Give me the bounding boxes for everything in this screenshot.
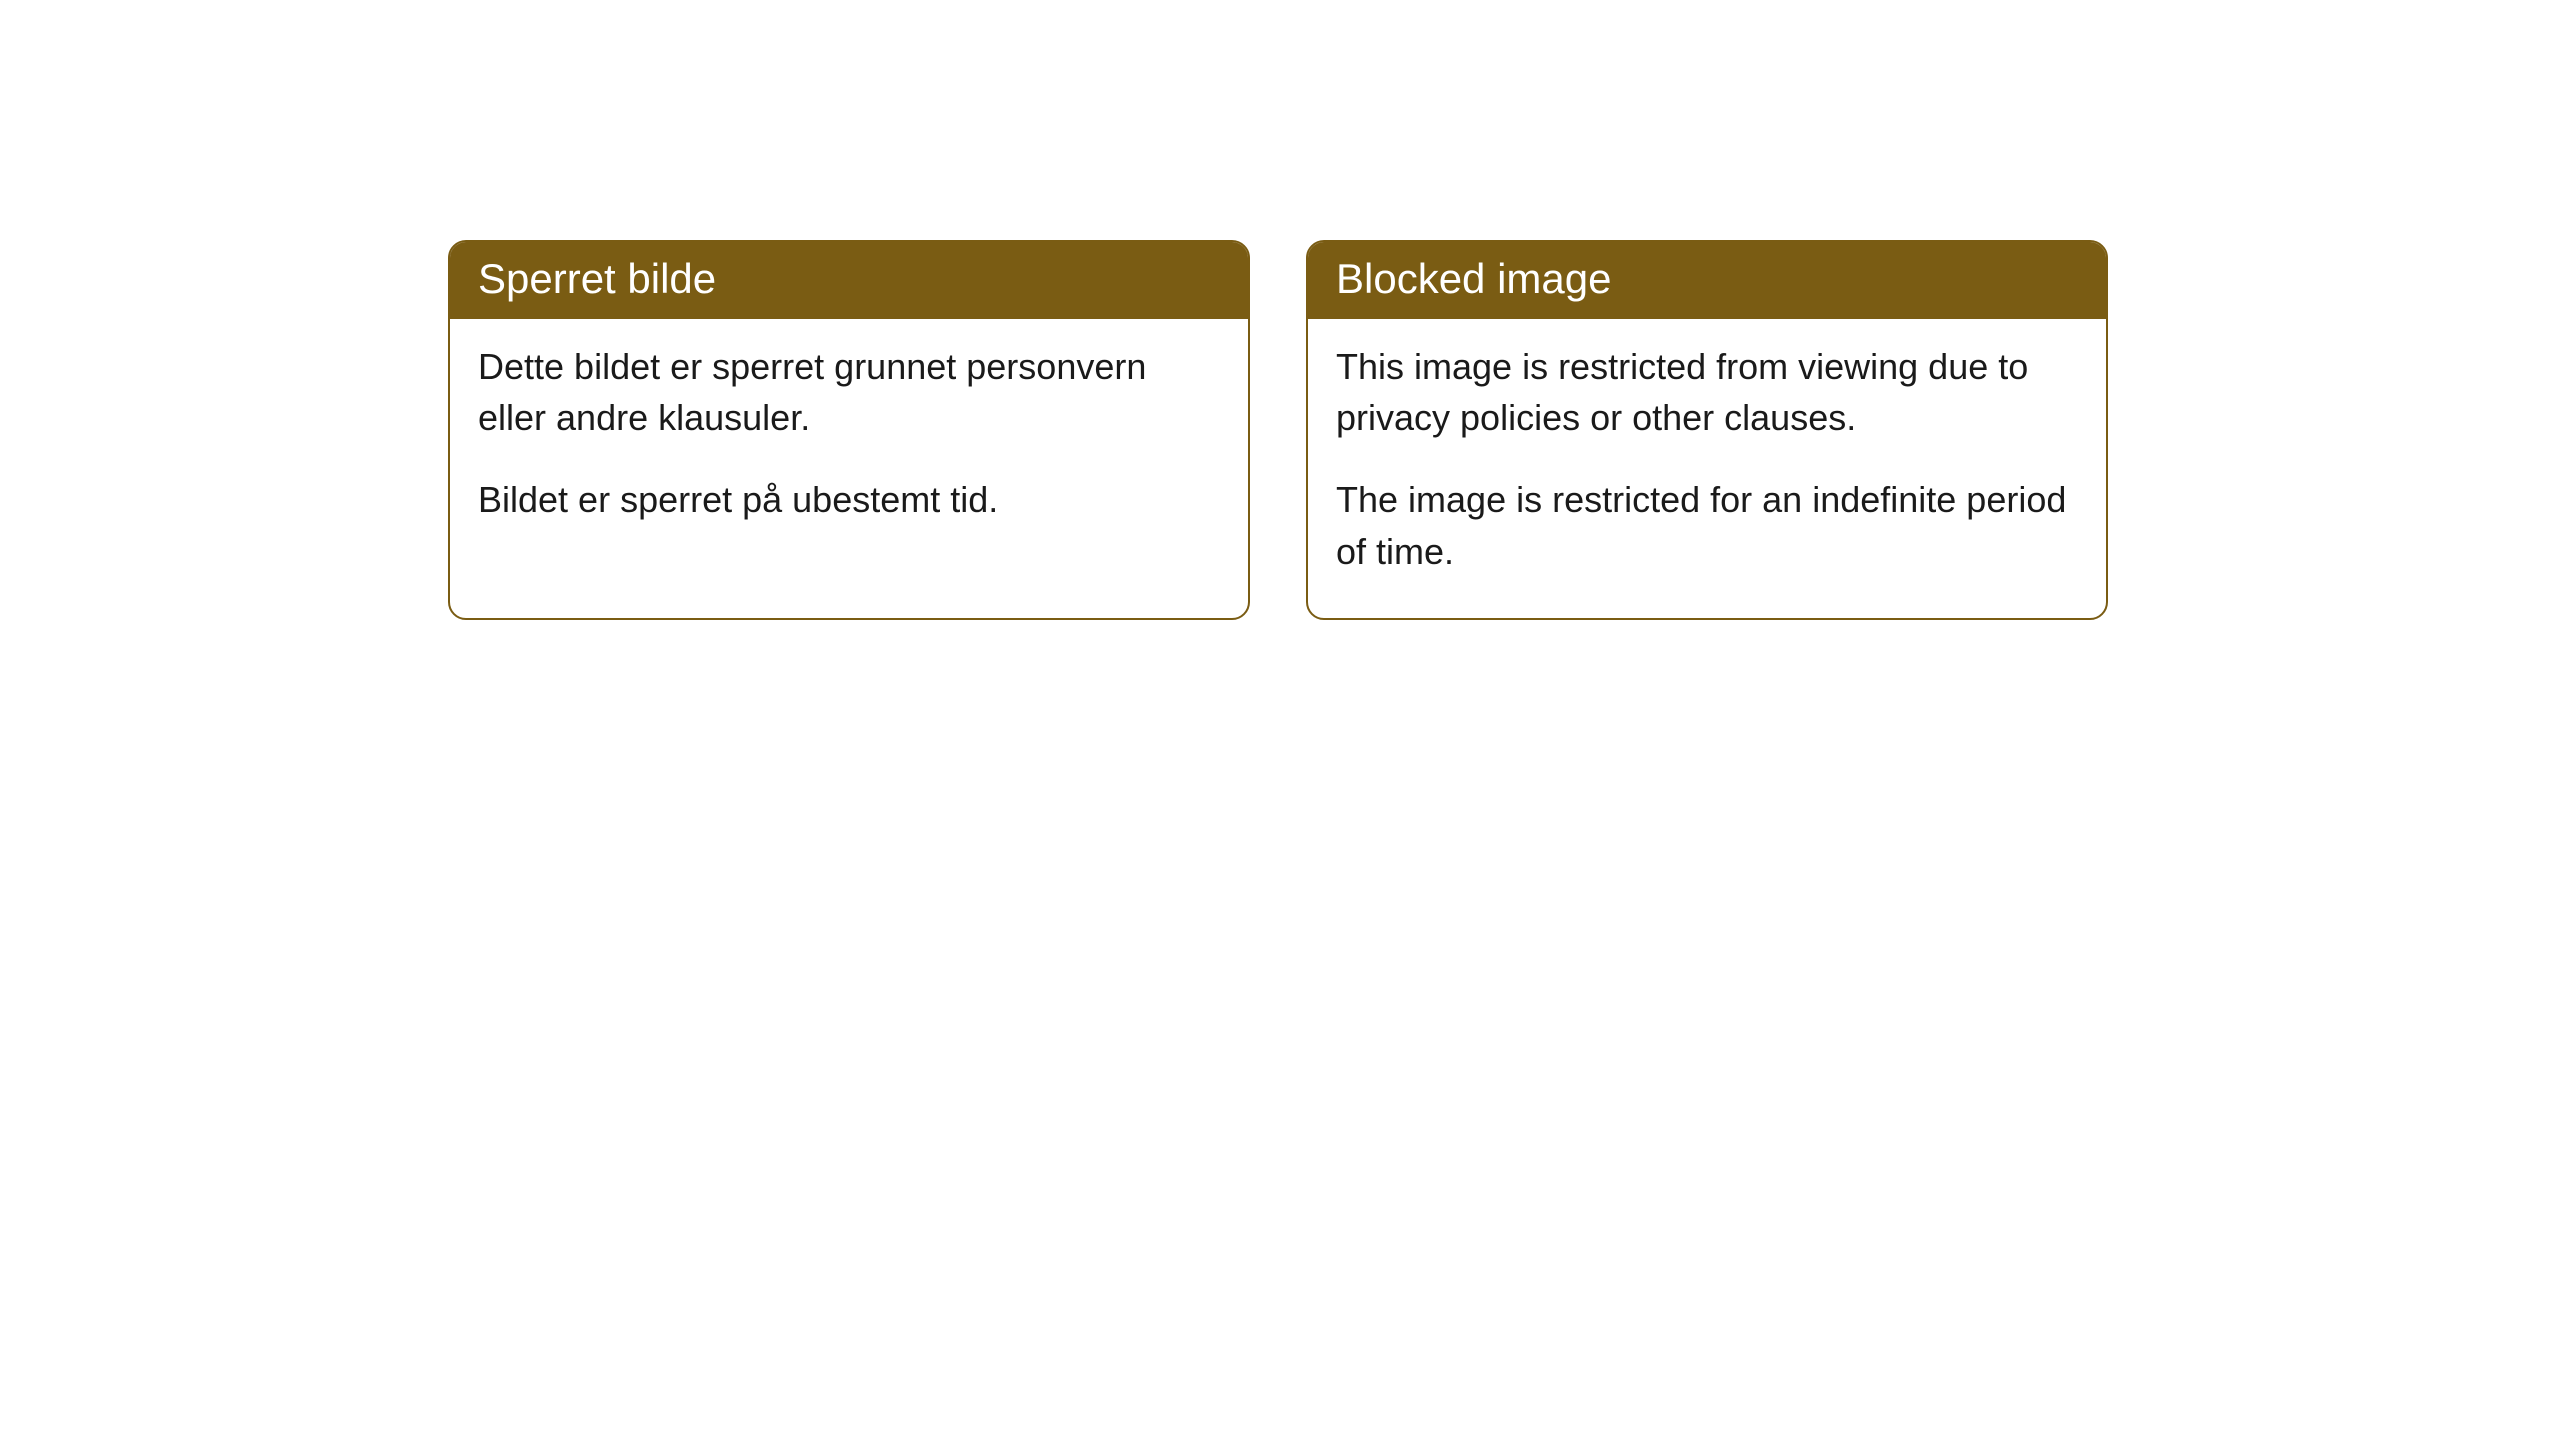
card-paragraph: The image is restricted for an indefinit… bbox=[1336, 474, 2078, 578]
card-paragraph: This image is restricted from viewing du… bbox=[1336, 341, 2078, 445]
card-header: Blocked image bbox=[1308, 242, 2106, 319]
notice-cards-wrapper: Sperret bilde Dette bildet er sperret gr… bbox=[448, 240, 2108, 620]
card-paragraph: Dette bildet er sperret grunnet personve… bbox=[478, 341, 1220, 445]
card-title: Blocked image bbox=[1336, 255, 1611, 302]
card-paragraph: Bildet er sperret på ubestemt tid. bbox=[478, 474, 1220, 526]
card-body: Dette bildet er sperret grunnet personve… bbox=[450, 319, 1248, 566]
card-header: Sperret bilde bbox=[450, 242, 1248, 319]
card-body: This image is restricted from viewing du… bbox=[1308, 319, 2106, 618]
notice-card-english: Blocked image This image is restricted f… bbox=[1306, 240, 2108, 620]
card-title: Sperret bilde bbox=[478, 255, 716, 302]
notice-card-norwegian: Sperret bilde Dette bildet er sperret gr… bbox=[448, 240, 1250, 620]
